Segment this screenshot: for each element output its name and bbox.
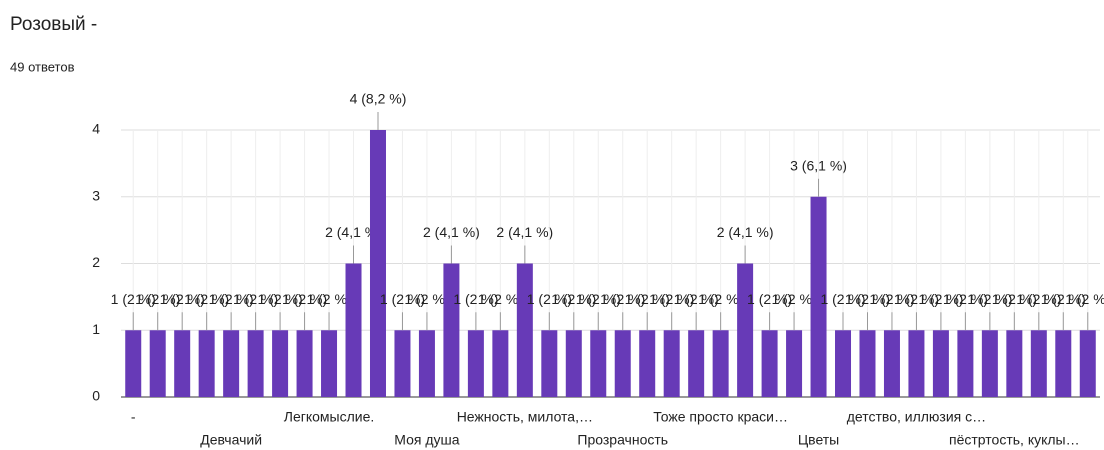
data-label: 1 (2 %)	[649, 291, 694, 307]
bar	[614, 330, 631, 397]
data-label: 1 (2 %)	[698, 291, 743, 307]
data-label: 1 (2 %)	[404, 291, 449, 307]
bar	[981, 330, 998, 397]
bar	[1055, 330, 1072, 397]
data-label: 1 (2 %)	[380, 291, 425, 307]
data-label: 1 (2 %)	[820, 291, 865, 307]
bar	[663, 330, 680, 397]
y-tick-label: 3	[92, 187, 100, 203]
bar	[590, 330, 607, 397]
bar	[198, 330, 215, 397]
data-label: 1 (2 %)	[478, 291, 523, 307]
x-tick-label: пёстртость, куклы…	[949, 432, 1080, 448]
data-label: 4 (8,2 %)	[350, 91, 407, 107]
data-label: 1 (2 %)	[1041, 291, 1086, 307]
data-label: 1 (2 %)	[551, 291, 596, 307]
data-label: 2 (4,1 %)	[496, 224, 553, 240]
bar	[149, 330, 166, 397]
bar	[932, 330, 949, 397]
bar	[883, 330, 900, 397]
data-label: 3 (6,1 %)	[790, 157, 847, 173]
data-label: 1 (2 %)	[674, 291, 719, 307]
x-tick-label: -	[131, 409, 136, 425]
x-tick-label: Девчачий	[200, 432, 262, 448]
bar	[418, 330, 435, 397]
bar	[957, 330, 974, 397]
data-label: 1 (2 %)	[258, 291, 303, 307]
data-label: 1 (2 %)	[625, 291, 670, 307]
bar	[908, 330, 925, 397]
data-label: 2 (4,1 %)	[423, 224, 480, 240]
bar	[859, 330, 876, 397]
x-tick-label: Прозрачность	[577, 432, 668, 448]
data-label: 1 (2 %)	[1016, 291, 1061, 307]
bar	[492, 330, 509, 397]
bar	[443, 263, 460, 397]
bar	[125, 330, 142, 397]
data-label: 1 (2 %)	[111, 291, 156, 307]
data-label: 1 (2 %)	[209, 291, 254, 307]
bar	[565, 330, 582, 397]
data-label: 1 (2 %)	[600, 291, 645, 307]
data-label: 1 (2 %)	[233, 291, 278, 307]
bar	[712, 330, 729, 397]
bar	[516, 263, 533, 397]
data-label: 1 (2 %)	[527, 291, 572, 307]
data-label: 1 (2 %)	[992, 291, 1037, 307]
bar	[174, 330, 191, 397]
title: Розовый -	[10, 14, 97, 35]
data-label: 1 (2 %)	[918, 291, 963, 307]
data-label: 1 (2 %)	[1065, 291, 1104, 307]
bar	[1030, 330, 1047, 397]
bar	[835, 330, 852, 397]
x-tick-label: Нежность, милота,…	[457, 409, 593, 425]
bar	[247, 330, 264, 397]
x-tick-label: Цветы	[798, 432, 839, 448]
data-label: 1 (2 %)	[306, 291, 351, 307]
x-tick-label: Легкомыслие.	[284, 409, 375, 425]
data-label: 1 (2 %)	[160, 291, 205, 307]
data-label: 1 (2 %)	[747, 291, 792, 307]
data-label: 1 (2 %)	[184, 291, 229, 307]
bar	[737, 263, 754, 397]
bar	[321, 330, 338, 397]
bar	[639, 330, 656, 397]
y-tick-label: 1	[92, 321, 100, 337]
bar	[272, 330, 289, 397]
data-label: 1 (2 %)	[845, 291, 890, 307]
y-tick-label: 4	[92, 121, 100, 137]
bar	[761, 330, 778, 397]
data-label: 1 (2 %)	[453, 291, 498, 307]
bar	[394, 330, 411, 397]
bar	[786, 330, 803, 397]
bar	[223, 330, 240, 397]
data-label: 1 (2 %)	[894, 291, 939, 307]
bar	[1006, 330, 1023, 397]
bar	[1079, 330, 1096, 397]
data-label: 1 (2 %)	[576, 291, 621, 307]
bar	[688, 330, 705, 397]
data-label: 1 (2 %)	[943, 291, 988, 307]
data-label: 1 (2 %)	[869, 291, 914, 307]
data-label: 2 (4,1 %)	[717, 224, 774, 240]
data-label: 2 (4,1 %)	[325, 224, 382, 240]
bar	[369, 130, 386, 397]
y-tick-label: 0	[92, 388, 100, 404]
bar	[345, 263, 362, 397]
bar	[541, 330, 558, 397]
bar	[810, 196, 827, 397]
data-label: 1 (2 %)	[967, 291, 1012, 307]
x-tick-label: Тоже просто краси…	[653, 409, 788, 425]
bar	[296, 330, 313, 397]
data-label: 1 (2 %)	[135, 291, 180, 307]
x-tick-label: детство, иллюзия с…	[847, 409, 986, 425]
data-label: 1 (2 %)	[772, 291, 817, 307]
x-tick-label: Моя душа	[394, 432, 459, 448]
y-tick-label: 2	[92, 254, 100, 270]
subtitle: 49 ответов	[10, 59, 75, 74]
bar	[467, 330, 484, 397]
data-label: 1 (2 %)	[282, 291, 327, 307]
